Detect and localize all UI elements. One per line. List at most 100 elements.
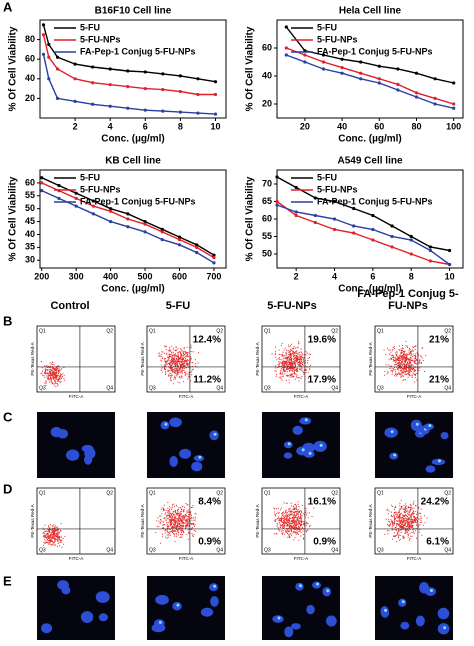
nucleus	[98, 613, 108, 622]
quadrant-label: Q4	[331, 385, 338, 391]
data-point	[313, 220, 317, 225]
flow-x-axis-label: FITC-A	[407, 394, 422, 399]
nucleus	[291, 623, 301, 630]
data-point	[55, 55, 60, 59]
data-point	[340, 57, 344, 61]
flow-events	[40, 361, 66, 388]
flow-events	[384, 499, 428, 542]
nucleus	[57, 428, 68, 439]
flow-x-axis-label: FITC-A	[294, 394, 309, 399]
data-point	[303, 60, 307, 64]
data-point	[143, 108, 147, 112]
series-line	[276, 200, 450, 266]
series-line	[42, 54, 216, 115]
quadrant-percentage: 17.9%	[308, 375, 336, 386]
y-tick-label: 70	[262, 178, 272, 188]
data-point	[340, 66, 344, 70]
condensed-chromatin	[299, 584, 303, 588]
quadrant-label: Q2	[106, 490, 113, 496]
condensed-chromatin	[277, 616, 281, 620]
data-point	[447, 262, 452, 267]
x-tick-label: 300	[69, 271, 84, 281]
data-point	[321, 60, 326, 64]
data-point	[57, 196, 61, 200]
quadrant-percentage: 21%	[429, 375, 449, 386]
x-tick-label: 4	[108, 121, 113, 131]
data-point	[126, 225, 130, 229]
nucleus	[400, 621, 410, 630]
quadrant-label: Q3	[39, 385, 46, 391]
flow-plot-frame	[36, 325, 116, 393]
data-point	[109, 207, 113, 211]
y-tick-label: 35	[25, 242, 35, 252]
condensed-chromatin	[176, 603, 180, 607]
series-line	[285, 26, 454, 84]
y-axis-label: % Of Cell Viability	[8, 176, 19, 261]
y-tick-label: 60	[262, 213, 272, 223]
data-point	[359, 77, 363, 81]
nucleus	[80, 611, 94, 623]
quadrant-percentage: 19.6%	[308, 335, 336, 346]
y-tick-label: 50	[25, 203, 35, 213]
quadrant-percentage: 12.4%	[193, 335, 221, 346]
legend-label: 5-FU-NPs	[80, 184, 121, 194]
data-point	[41, 23, 46, 27]
x-axis-label: Conc. (µg/ml)	[338, 134, 402, 145]
condensed-chromatin	[158, 620, 162, 624]
data-point	[178, 89, 182, 94]
data-point	[47, 42, 51, 47]
condensed-chromatin	[304, 418, 308, 422]
flow-x-axis-label: FITC-A	[294, 556, 309, 561]
data-point	[294, 213, 298, 218]
condensed-chromatin	[287, 442, 291, 446]
data-point	[91, 81, 95, 85]
condensed-chromatin	[428, 424, 432, 428]
plot-frame	[39, 169, 227, 269]
panel-label: D	[3, 481, 12, 496]
data-point	[161, 87, 165, 92]
nucleus	[95, 591, 110, 603]
data-point	[340, 71, 344, 75]
data-point	[396, 88, 400, 92]
nucleus	[440, 431, 449, 440]
data-point	[275, 175, 279, 179]
data-point	[55, 96, 60, 100]
nucleus	[419, 581, 430, 594]
x-tick-label: 10	[445, 271, 455, 281]
legend-label: 5-FU	[80, 172, 100, 182]
flow-events	[271, 341, 312, 384]
flow-y-axis-label: PE-Texas Red-A	[140, 342, 145, 375]
nucleus	[84, 454, 93, 465]
quadrant-label: Q1	[377, 328, 384, 334]
panel-label: C	[3, 409, 13, 424]
quadrant-label: Q4	[106, 385, 113, 391]
condensed-chromatin	[390, 430, 394, 434]
x-axis-label: Conc. (µg/ml)	[101, 284, 165, 295]
data-point	[91, 204, 95, 208]
data-point	[447, 248, 452, 253]
data-point	[126, 212, 130, 216]
nucleus	[292, 425, 303, 435]
data-point	[321, 53, 326, 57]
data-point	[108, 83, 112, 87]
data-point	[313, 213, 317, 218]
quadrant-percentage: 24.2%	[421, 497, 449, 508]
data-point	[371, 213, 375, 218]
data-point	[41, 33, 46, 37]
nucleus	[210, 596, 219, 607]
y-axis-label: % Of Cell Viability	[245, 26, 256, 111]
nucleus	[415, 615, 425, 627]
flow-events	[273, 501, 315, 541]
data-point	[284, 46, 288, 50]
x-tick-label: 6	[370, 271, 375, 281]
quadrant-label: Q2	[106, 328, 113, 334]
quadrant-label: Q1	[377, 490, 384, 496]
y-tick-label: 55	[25, 190, 35, 200]
quadrant-label: Q1	[39, 490, 46, 496]
x-tick-label: 2	[73, 121, 78, 131]
nucleus	[283, 452, 293, 459]
plot-frame	[39, 19, 227, 119]
quadrant-label: Q4	[331, 547, 338, 553]
flow-y-axis-label: PE-Texas Red-A	[368, 504, 373, 537]
data-point	[195, 245, 199, 249]
